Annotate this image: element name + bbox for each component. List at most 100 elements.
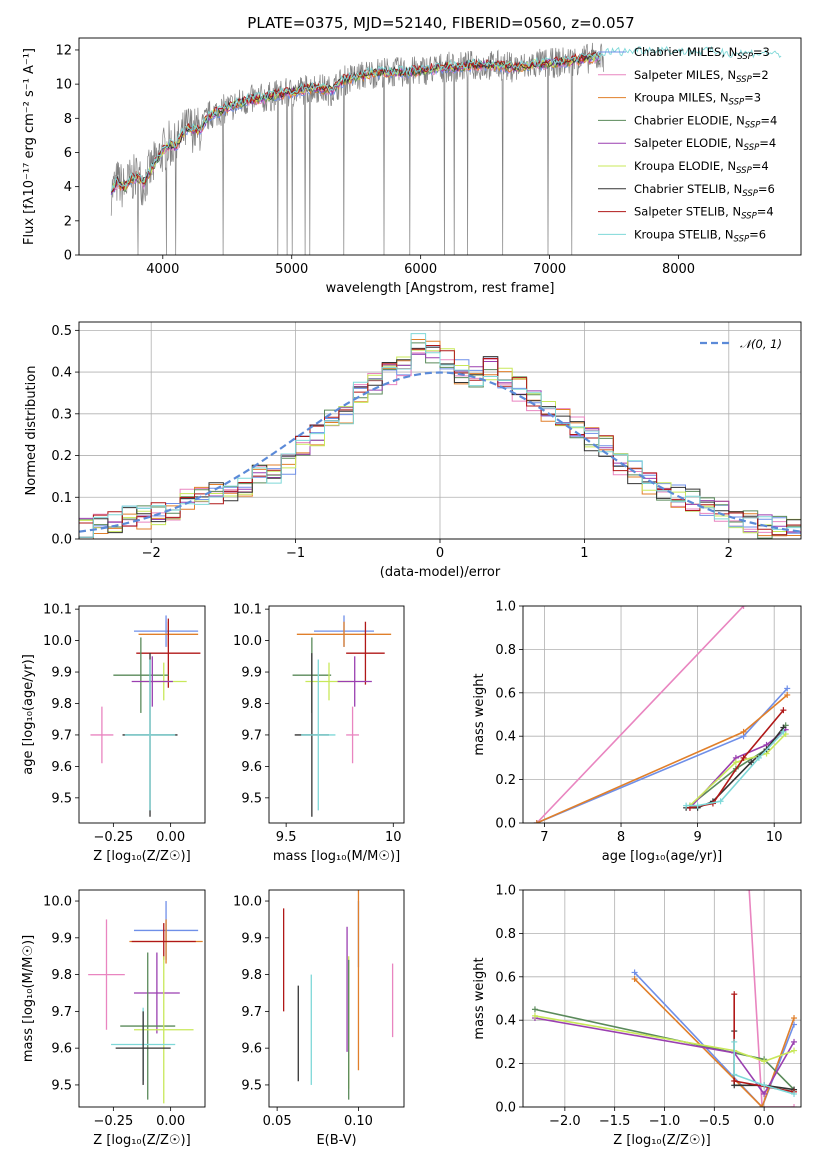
- weight-line-chabrier_miles: [536, 687, 788, 823]
- legend-residuals: 𝒩(0, 1): [700, 337, 782, 351]
- legend-spectrum: Chabrier MILES, NSSP=3 Salpeter MILES, NS…: [598, 45, 777, 244]
- weight-point-salpeter_stelib: [780, 707, 787, 714]
- histogram-step-salpeter_stelib: [79, 345, 801, 536]
- y-tick-label: 9.6: [241, 1042, 262, 1057]
- y-tick-label: 9.8: [51, 697, 72, 712]
- y-tick-label: 0.0: [51, 533, 72, 548]
- y-tick-label: 9.7: [51, 1005, 72, 1020]
- x-axis-label: wavelength [Angstrom, rest frame]: [326, 281, 555, 296]
- weight-line-kroupa_miles: [634, 978, 795, 1107]
- y-tick-label: 0.8: [495, 643, 516, 658]
- y-tick-label: 10.0: [233, 634, 262, 649]
- x-tick-label: −2: [142, 546, 161, 561]
- plot-area: [531, 890, 798, 1107]
- ticks: 0.05 0.10 9.5 9.6 9.7 9.8 9.9 10.0: [233, 895, 373, 1129]
- y-axis-label: mass [log₁₀(M/M☉)]: [21, 935, 36, 1062]
- weight-line-kroupa_elodie: [689, 733, 787, 807]
- weight-point-kroupa_stelib: [731, 1071, 738, 1078]
- y-tick-label: 2: [64, 214, 72, 229]
- errorbar-kroupa_miles: [296, 621, 392, 647]
- x-tick-label: −2.0: [549, 1114, 581, 1129]
- y-tick-label: 9.7: [241, 1005, 262, 1020]
- y-axis-label: mass weight: [472, 673, 487, 755]
- x-tick-label: 4000: [146, 262, 179, 277]
- weight-point-kroupa_miles: [791, 1015, 798, 1022]
- y-tick-label: 9.8: [241, 968, 262, 983]
- legend-label-salpeter_elodie: Salpeter ELODIE, NSSP=4: [634, 136, 776, 153]
- y-axis-label: age [log₁₀(age/yr)]: [21, 654, 36, 775]
- y-tick-label: 9.5: [51, 1078, 72, 1093]
- legend-label-kroupa_elodie: Kroupa ELODIE, NSSP=4: [634, 159, 769, 176]
- y-tick-label: 0.6: [495, 970, 516, 985]
- y-tick-label: 9.8: [51, 968, 72, 983]
- y-tick-label: 0.8: [495, 927, 516, 942]
- ticks: 9.5 10 9.5 9.6 9.7 9.8 9.9 10.0 10.1: [233, 603, 402, 845]
- x-tick-label: −1.5: [599, 1114, 631, 1129]
- axes-age_vs_Z: −0.25 0.00 9.5 9.6 9.7 9.8 9.9 10.0 10.1 Z [log₁₀…: [21, 603, 206, 864]
- normal-curve-line: [79, 371, 801, 533]
- axes-frame: [268, 889, 405, 1108]
- ticks: 4000 5000 6000 7000 8000 0 2 4 6 8 10 12: [55, 43, 695, 277]
- weight-point-kroupa_elodie: [761, 1058, 768, 1065]
- weight-line-chabrier_miles: [634, 971, 795, 1107]
- errorbar-salpeter_stelib: [136, 618, 201, 688]
- y-tick-label: 9.5: [51, 791, 72, 806]
- weight-line-salpeter_miles: [536, 606, 745, 823]
- y-tick-label: 0.5: [51, 324, 72, 339]
- plot-area: [79, 333, 801, 539]
- weight-point-salpeter_miles: [746, 890, 753, 893]
- weight-point-chabrier_elodie: [531, 1006, 538, 1013]
- y-tick-label: 0.3: [51, 407, 72, 422]
- plot-area: [90, 615, 201, 817]
- errorbar-salpeter_stelib: [346, 621, 385, 685]
- x-axis-label: (data-model)/error: [380, 565, 501, 580]
- x-tick-label: 9: [693, 830, 701, 845]
- x-tick-label: 7: [540, 830, 548, 845]
- axes-frame: [78, 321, 802, 540]
- y-tick-label: 0.4: [495, 1014, 516, 1029]
- y-tick-label: 9.6: [241, 760, 262, 775]
- y-tick-label: 9.6: [51, 1042, 72, 1057]
- x-axis-label: E(B-V): [316, 1133, 356, 1148]
- x-tick-label: 8000: [662, 262, 695, 277]
- errorbar-salpeter_stelib: [131, 923, 196, 960]
- axes-weight_vs_age: 7 8 9 10 0.0 0.2 0.4 0.6 0.8 1.0 age [log₁₀(age/yr…: [472, 600, 802, 864]
- x-tick-label: −0.25: [93, 830, 133, 845]
- axes-frame: [268, 605, 405, 824]
- y-tick-label: 0: [64, 249, 72, 264]
- ticks: 7 8 9 10 0.0 0.2 0.4 0.6 0.8 1.0: [495, 600, 782, 846]
- errorbar-chabrier_stelib: [115, 1011, 171, 1085]
- weight-point-kroupa_stelib: [683, 802, 690, 809]
- axes-frame: [522, 605, 802, 824]
- x-tick-label: −1.0: [649, 1114, 681, 1129]
- x-tick-label: 10: [766, 830, 783, 845]
- x-axis-label: mass [log₁₀(M/M☉)]: [273, 849, 400, 864]
- x-tick-label: −0.25: [93, 1114, 133, 1129]
- y-tick-label: 9.5: [241, 791, 262, 806]
- legend-label-chabrier_stelib: Chabrier STELIB, NSSP=6: [634, 182, 775, 199]
- legend-label-kroupa_stelib: Kroupa STELIB, NSSP=6: [634, 227, 766, 244]
- errorbar-chabrier_elodie: [120, 952, 176, 1100]
- y-tick-label: 6: [64, 146, 72, 161]
- axes-residuals: −2 −1 0 1 2 0.0 0.1 0.2 0.3 0.4 0.5 (data-model)/er…: [24, 321, 802, 580]
- y-tick-label: 8: [64, 112, 72, 127]
- y-tick-label: 0.2: [51, 449, 72, 464]
- y-tick-label: 9.7: [241, 728, 262, 743]
- legend-label-chabrier_miles: Chabrier MILES, NSSP=3: [634, 45, 770, 62]
- weight-point-salpeter_elodie: [761, 1090, 768, 1097]
- model-spectrum-kroupa_stelib: [110, 45, 782, 192]
- y-tick-label: 9.6: [51, 760, 72, 775]
- x-tick-label: 0.00: [156, 830, 185, 845]
- weight-point-kroupa_elodie: [791, 1047, 798, 1054]
- y-tick-label: 9.9: [51, 931, 72, 946]
- y-axis-label: Flux [fλ10⁻¹⁷ erg cm⁻² s⁻¹ A⁻¹]: [22, 48, 37, 245]
- y-tick-label: 10.0: [43, 895, 72, 910]
- x-tick-label: 2: [725, 546, 733, 561]
- y-tick-label: 9.9: [241, 666, 262, 681]
- axes-frame: [522, 889, 802, 1108]
- weight-point-salpeter_elodie: [791, 1038, 798, 1045]
- y-tick-label: 10.0: [233, 895, 262, 910]
- plot-area: [110, 42, 782, 255]
- x-tick-label: −0.5: [699, 1114, 731, 1129]
